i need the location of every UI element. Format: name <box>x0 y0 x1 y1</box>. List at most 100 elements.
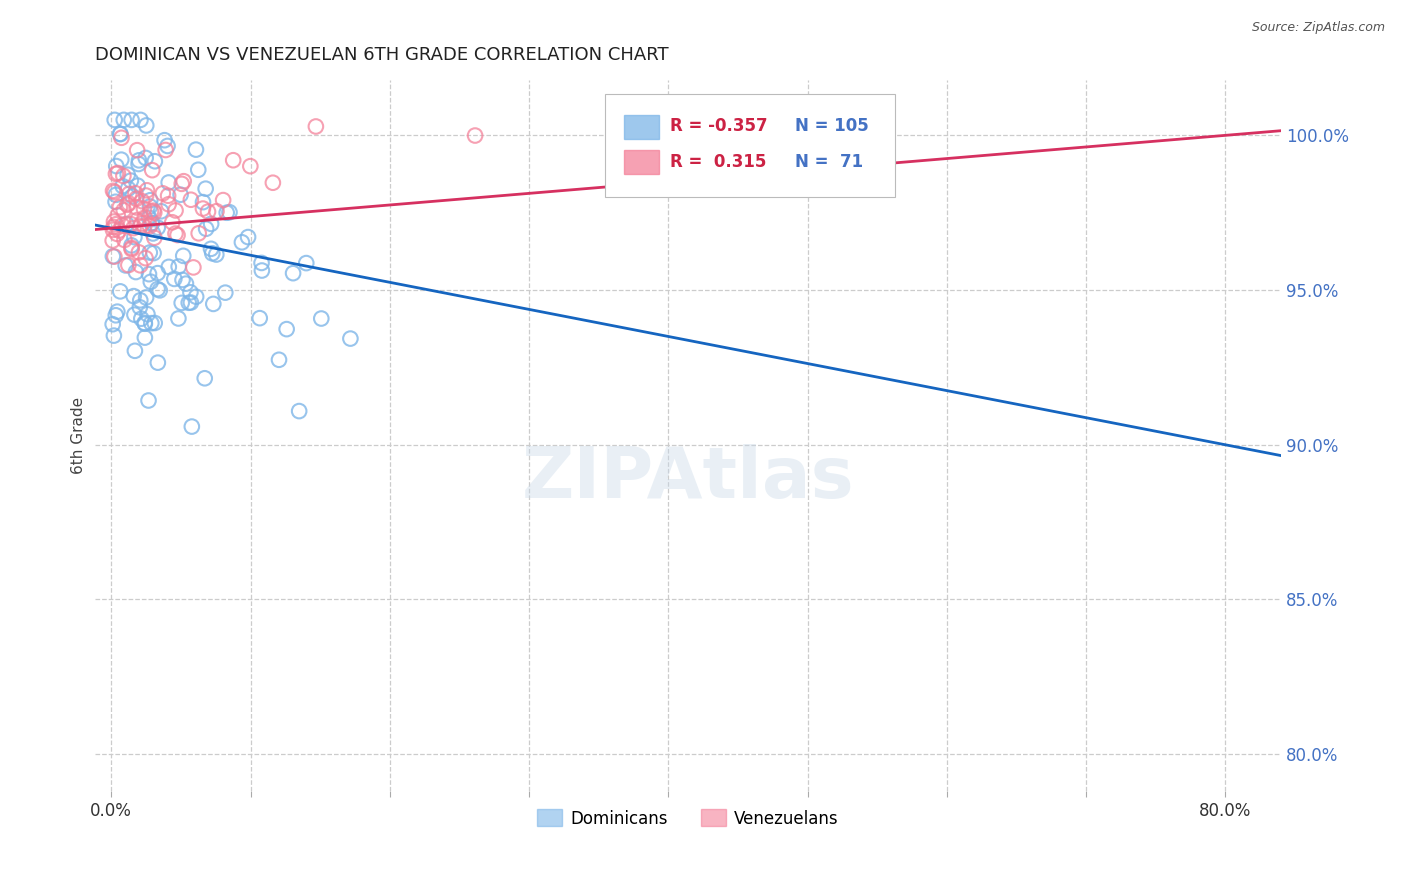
Y-axis label: 6th Grade: 6th Grade <box>72 397 86 474</box>
Point <box>194 182 217 196</box>
Point <box>118 186 141 201</box>
Point <box>101 317 124 331</box>
Point <box>127 213 149 227</box>
Point <box>125 265 148 279</box>
Point <box>215 205 238 219</box>
Point <box>191 202 214 216</box>
Point <box>162 215 184 229</box>
Point <box>103 185 125 199</box>
Point <box>186 290 208 304</box>
Point <box>111 179 134 194</box>
Point <box>121 241 143 255</box>
Point <box>183 260 205 275</box>
Point <box>167 311 190 326</box>
Point <box>136 307 159 321</box>
Point <box>114 233 136 247</box>
Point <box>163 272 186 286</box>
Point <box>135 251 157 265</box>
Point <box>118 196 141 211</box>
Point <box>218 205 240 219</box>
Point <box>250 256 273 270</box>
Point <box>180 193 202 207</box>
Point <box>205 247 228 261</box>
Point <box>128 153 150 168</box>
Point <box>146 266 169 280</box>
Point <box>165 227 187 241</box>
Point <box>107 166 129 180</box>
Point <box>139 219 162 233</box>
Point <box>143 205 166 219</box>
Text: Source: ZipAtlas.com: Source: ZipAtlas.com <box>1251 21 1385 34</box>
Point <box>105 159 128 173</box>
Point <box>108 200 131 214</box>
Point <box>205 204 228 219</box>
Point <box>124 230 146 244</box>
Point <box>152 186 174 201</box>
Point <box>141 216 163 230</box>
Point <box>187 227 209 241</box>
Text: R = -0.357: R = -0.357 <box>671 117 768 135</box>
Point <box>112 203 135 218</box>
Point <box>139 245 162 260</box>
Point <box>127 178 149 193</box>
Point <box>124 343 146 358</box>
Point <box>134 211 156 225</box>
Point <box>156 139 179 153</box>
Point <box>191 195 214 210</box>
Point <box>135 290 157 304</box>
Point <box>295 256 318 270</box>
Point <box>103 214 125 228</box>
Point <box>124 308 146 322</box>
FancyBboxPatch shape <box>605 94 896 197</box>
Point <box>117 258 139 272</box>
Point <box>128 300 150 314</box>
Point <box>121 112 143 127</box>
Point <box>108 127 131 141</box>
Point <box>281 266 304 280</box>
Point <box>194 371 217 385</box>
Point <box>222 153 245 168</box>
Point <box>131 194 153 209</box>
Point <box>112 112 135 127</box>
Point <box>214 285 236 300</box>
Point <box>128 157 150 171</box>
Point <box>184 143 207 157</box>
Point <box>104 308 127 322</box>
Point <box>112 169 135 183</box>
Point <box>117 182 139 196</box>
Point <box>139 275 162 289</box>
Point <box>143 154 166 169</box>
Point <box>120 173 142 187</box>
Point <box>117 198 139 212</box>
Point <box>138 393 160 408</box>
Point <box>180 295 202 310</box>
FancyBboxPatch shape <box>624 114 659 139</box>
Point <box>121 189 143 203</box>
Point <box>267 352 290 367</box>
Point <box>135 151 157 165</box>
Point <box>104 194 127 209</box>
Point <box>104 167 127 181</box>
Point <box>142 246 165 260</box>
Point <box>132 202 155 216</box>
Point <box>169 187 191 202</box>
Point <box>135 119 157 133</box>
Point <box>288 404 311 418</box>
Point <box>239 159 262 173</box>
Point <box>138 267 160 281</box>
Point <box>212 193 235 207</box>
Point <box>195 221 218 235</box>
Point <box>155 143 177 157</box>
Point <box>120 217 142 231</box>
Point <box>136 183 159 197</box>
Point <box>129 258 152 272</box>
Point <box>125 192 148 206</box>
Point <box>127 143 149 157</box>
Point <box>129 293 152 308</box>
Point <box>149 284 172 298</box>
Point <box>121 242 143 256</box>
Point <box>104 112 127 127</box>
Point <box>108 223 131 237</box>
Point <box>143 231 166 245</box>
Point <box>157 188 180 202</box>
